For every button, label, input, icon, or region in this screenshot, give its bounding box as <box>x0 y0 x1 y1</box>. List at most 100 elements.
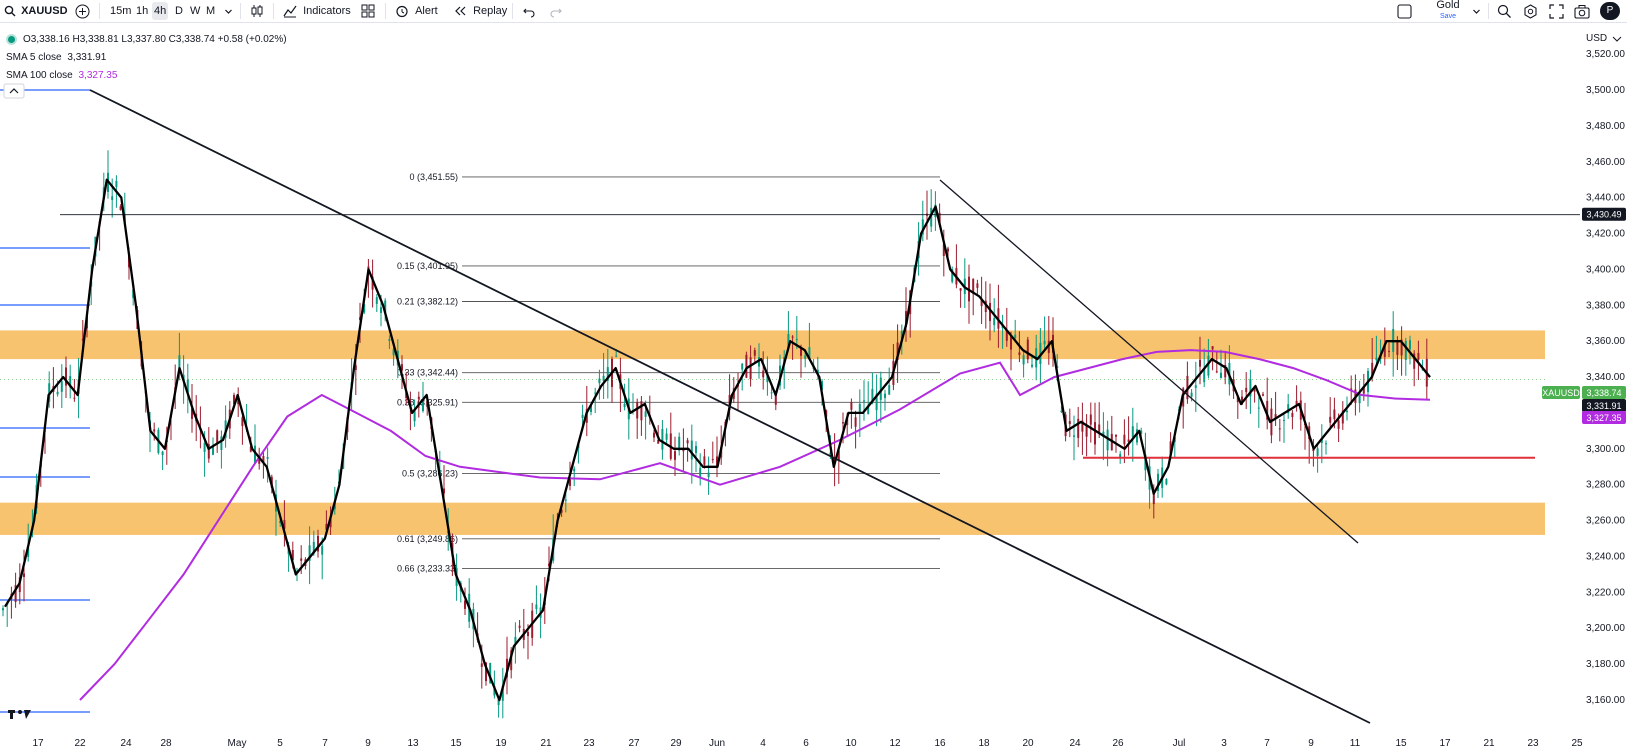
chevron-up-icon <box>9 88 19 94</box>
candle-body <box>1031 364 1033 367</box>
timeframe-15m[interactable]: 15m <box>110 5 132 17</box>
candle-body <box>1165 479 1168 485</box>
candle-body <box>1350 388 1353 390</box>
symbol-search[interactable]: XAUUSD <box>4 2 68 20</box>
candle-body <box>1005 330 1008 341</box>
fullscreen-button[interactable] <box>1549 2 1564 20</box>
templates-button[interactable] <box>361 2 375 20</box>
collapse-legend-button[interactable] <box>3 83 25 99</box>
candle-body <box>606 367 609 381</box>
snapshot-button[interactable] <box>1574 2 1590 20</box>
zoom-search-icon <box>1497 4 1511 18</box>
candle-body <box>594 392 597 394</box>
x-tick-label: 29 <box>670 738 682 749</box>
settings-button[interactable] <box>1523 2 1538 20</box>
candle-body <box>842 422 844 424</box>
candle-body <box>703 456 706 465</box>
quick-search-button[interactable] <box>1497 2 1512 20</box>
indicators-label: Indicators <box>303 5 351 17</box>
candle-body <box>1253 389 1256 392</box>
candle-body <box>699 467 702 477</box>
candle-body <box>178 355 181 370</box>
candle-body <box>443 488 445 494</box>
candle-body <box>81 338 84 341</box>
chevron-down-icon <box>1612 36 1622 42</box>
layout-name-button[interactable]: Gold Save <box>1430 0 1466 22</box>
candle-body <box>989 303 991 321</box>
candle-body <box>888 385 891 395</box>
candle-body <box>384 300 387 313</box>
candle-body <box>417 396 420 400</box>
replay-button[interactable]: Replay <box>453 2 507 20</box>
collapse-button-bg <box>3 83 25 99</box>
candle-body <box>1131 426 1134 438</box>
market-status-dot[interactable] <box>6 33 17 45</box>
candle-body <box>791 336 794 338</box>
alert-button[interactable]: Alert <box>395 2 438 20</box>
candle-body <box>1400 339 1403 356</box>
layout-name: Gold <box>1436 0 1460 11</box>
fib-level-label: 0.61 (3,249.86) <box>397 534 458 544</box>
x-tick-label: 27 <box>628 738 640 749</box>
timeframe-w[interactable]: W <box>190 5 201 17</box>
candle-body <box>1089 414 1092 425</box>
candle-body <box>1043 340 1046 345</box>
candle-body <box>879 377 882 400</box>
chevron-down-icon <box>1473 9 1480 14</box>
fib-level-label: 0.21 (3,382.12) <box>397 296 458 306</box>
x-tick-label: 18 <box>978 738 990 749</box>
y-tick-label: 3,160.00 <box>1586 695 1625 706</box>
candle-body <box>1169 441 1172 455</box>
timeframe-m[interactable]: M <box>206 5 216 17</box>
candle-body <box>1157 473 1159 491</box>
indicators-button[interactable]: Indicators <box>283 2 351 20</box>
candle-body <box>497 698 500 706</box>
candle-body <box>942 244 945 256</box>
candle-body <box>1295 400 1298 406</box>
x-tick-label: 28 <box>160 738 172 749</box>
undo-button[interactable] <box>522 2 536 20</box>
candle-body <box>896 342 899 361</box>
candle-body <box>1341 410 1344 424</box>
candle-body <box>317 535 319 552</box>
candle-body <box>1333 409 1336 420</box>
candle-body <box>665 433 668 440</box>
indicators-icon <box>283 5 297 18</box>
sma100-legend[interactable]: SMA 100 close 3,327.35 <box>6 67 287 85</box>
redo-button[interactable] <box>549 2 563 20</box>
price-chart[interactable]: 0 (3,451.55) 0.15 (3,401.95) 0.21 (3,382.1… <box>0 24 1627 750</box>
x-tick-label: 16 <box>934 738 946 749</box>
sma5-legend[interactable]: SMA 5 close 3,331.91 <box>6 49 287 67</box>
candle-body <box>1396 340 1399 355</box>
timeframe-d[interactable]: D <box>175 5 183 17</box>
candle-body <box>1102 431 1105 437</box>
ohlc-values: O3,338.16 H3,338.81 L3,337.80 C3,338.74 … <box>23 34 287 45</box>
candle-body <box>1073 435 1075 437</box>
chart-type-button[interactable] <box>250 2 264 20</box>
gear-icon <box>1524 3 1537 19</box>
timeframe-4h[interactable]: 4h <box>152 2 169 20</box>
x-tick-label: 5 <box>277 738 283 749</box>
avatar-letter: P <box>1606 5 1614 16</box>
candle-body <box>1236 396 1239 403</box>
layout-dropdown[interactable] <box>1472 2 1481 20</box>
x-tick-label: May <box>228 738 247 749</box>
candle-body <box>741 363 744 370</box>
fib-level-label: 0.15 (3,401.95) <box>397 261 458 271</box>
candle-body <box>867 406 870 415</box>
candle-body <box>623 403 626 408</box>
candle-body <box>947 248 949 252</box>
candle-body <box>1417 352 1420 360</box>
compare-button[interactable] <box>75 2 90 20</box>
candle-body <box>1136 429 1138 443</box>
timeframe-dropdown[interactable] <box>224 2 233 20</box>
candle-body <box>640 401 643 421</box>
user-avatar[interactable]: P <box>1600 2 1620 20</box>
timeframe-1h[interactable]: 1h <box>136 5 149 17</box>
undo-icon <box>523 8 535 18</box>
x-tick-label: 17 <box>1439 738 1451 749</box>
candle-body <box>1404 340 1407 360</box>
candle-body <box>514 636 517 645</box>
layout-toggle-button[interactable] <box>1397 2 1412 20</box>
candle-body <box>65 367 67 386</box>
